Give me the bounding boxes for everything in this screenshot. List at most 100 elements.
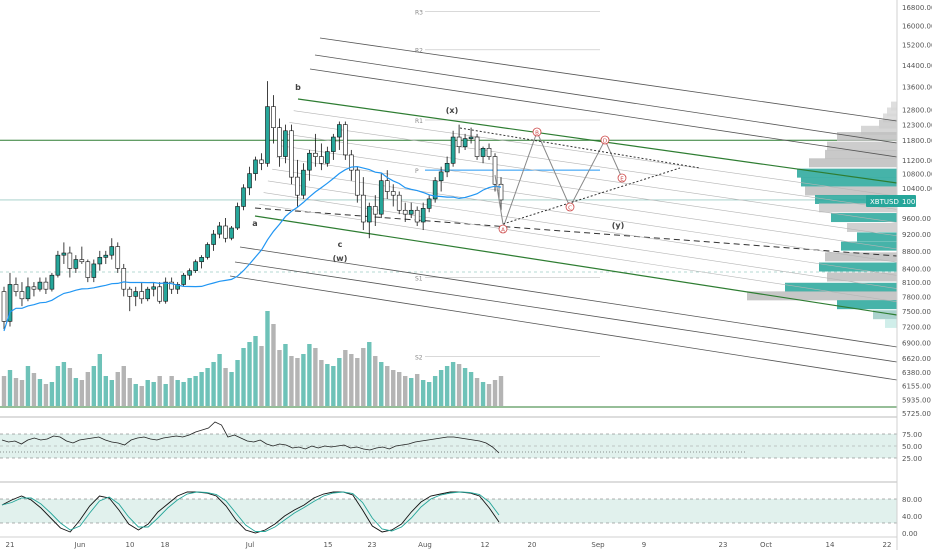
channel-outer bbox=[234, 261, 898, 363]
osc2-tick-label: 0.00 bbox=[902, 530, 918, 538]
price-tick-label: 5725.00 bbox=[902, 410, 931, 418]
volume-bar bbox=[480, 382, 486, 406]
time-tick-label: Jul bbox=[245, 541, 255, 549]
channel-subline bbox=[285, 133, 898, 223]
time-tick-label: 21 bbox=[6, 541, 15, 549]
candle-body bbox=[492, 156, 498, 185]
candle-body bbox=[432, 180, 438, 200]
candle-body bbox=[331, 136, 336, 152]
volume-bar bbox=[349, 354, 354, 406]
candle-body bbox=[211, 233, 216, 245]
candle-body bbox=[360, 194, 366, 223]
volume-bar bbox=[133, 384, 138, 406]
candle-body bbox=[121, 268, 127, 290]
osc1-line bbox=[1, 421, 500, 454]
volume-bar bbox=[211, 362, 216, 406]
candle-body bbox=[67, 252, 73, 269]
candle-body bbox=[456, 136, 462, 147]
volume-bar bbox=[343, 350, 348, 406]
volume-bar bbox=[67, 368, 73, 406]
channel-subline bbox=[280, 145, 898, 237]
channel-lower bbox=[254, 215, 898, 316]
price-tick-label: 5935.00 bbox=[902, 396, 931, 404]
candle-body bbox=[187, 270, 192, 276]
candle-body bbox=[271, 106, 276, 128]
price-tick-label: 8800.00 bbox=[902, 248, 931, 256]
candle-body bbox=[127, 288, 133, 297]
volume-profile-row bbox=[891, 101, 897, 111]
pivot-label: R3 bbox=[415, 10, 423, 17]
volume-bar bbox=[325, 364, 330, 406]
volume-bar bbox=[307, 344, 312, 406]
wave-point-label: D bbox=[603, 139, 607, 145]
price-tick-label: 16800.00 bbox=[902, 4, 932, 12]
candle-body bbox=[444, 162, 450, 173]
pivot-label: R2 bbox=[415, 48, 423, 55]
wave-trendline bbox=[502, 167, 681, 225]
candle-body bbox=[163, 281, 168, 302]
volume-profile-row bbox=[819, 203, 897, 213]
volume-profile-row bbox=[815, 194, 897, 204]
candle-body bbox=[169, 281, 174, 290]
candle-body bbox=[450, 136, 456, 164]
volume-bar bbox=[408, 378, 414, 406]
price-tick-label: 6900.00 bbox=[902, 340, 931, 348]
time-tick-label: 9 bbox=[642, 541, 646, 549]
wave-label: b bbox=[295, 83, 301, 92]
candle-body bbox=[402, 209, 408, 215]
candle-body bbox=[390, 191, 396, 196]
price-tick-label: 6155.00 bbox=[902, 383, 931, 391]
candle-body bbox=[61, 252, 67, 256]
wave-point-marker bbox=[498, 224, 508, 234]
price-axis[interactable]: 16800.00 16000.00 15200.00 14400.00 13600.00… bbox=[896, 0, 932, 550]
time-tick-label: 12 bbox=[481, 541, 490, 549]
volume-bar bbox=[199, 372, 204, 406]
volume-profile-row bbox=[887, 107, 897, 117]
volume-profile-row bbox=[827, 272, 897, 282]
volume-bar bbox=[73, 378, 79, 406]
volume-bar bbox=[420, 380, 426, 406]
time-tick-label: 23 bbox=[719, 541, 728, 549]
price-tick-label: 8400.00 bbox=[902, 265, 931, 273]
price-tick-label: 15200.00 bbox=[902, 42, 932, 50]
wave-projection: A B C D Ea b c (w) (x) (y) bbox=[252, 83, 701, 263]
volume-bar bbox=[1, 376, 7, 406]
volume-profile-row bbox=[861, 125, 897, 135]
candle-body bbox=[217, 225, 222, 235]
candle-body bbox=[366, 206, 372, 223]
volume-profile-row bbox=[785, 282, 897, 292]
time-axis[interactable]: 21 Jun 10 18 Jul 15 23 Aug 12 20 Sep 9 23 Oct 14 22 bbox=[0, 536, 897, 549]
volume-profile-row bbox=[825, 149, 897, 159]
time-tick-label: 22 bbox=[883, 541, 892, 549]
volume-bar bbox=[109, 380, 114, 406]
wave-point-label: B bbox=[535, 131, 539, 137]
price-tick-label: 16000.00 bbox=[902, 22, 932, 30]
volume-profile-row bbox=[809, 158, 897, 168]
candle-body bbox=[79, 259, 85, 263]
volume-profile-row bbox=[837, 300, 897, 310]
volume-bar bbox=[7, 370, 13, 406]
channel-upper bbox=[297, 98, 898, 184]
volume-bar bbox=[432, 376, 438, 406]
time-tick-label: 14 bbox=[826, 541, 835, 549]
candle-body bbox=[307, 152, 312, 171]
moving-average-line bbox=[3, 165, 502, 332]
candle-body bbox=[241, 187, 246, 207]
volume-bar bbox=[391, 370, 396, 406]
pivot-label: S1 bbox=[415, 275, 423, 282]
candle-body bbox=[438, 171, 444, 181]
volume-bar bbox=[498, 376, 504, 406]
volume-profile-row bbox=[827, 141, 897, 151]
wave-point-marker bbox=[532, 127, 542, 137]
volume-bar bbox=[175, 380, 180, 406]
time-tick-label: Aug bbox=[418, 541, 432, 549]
volume-profile-row bbox=[847, 223, 897, 233]
candle-body bbox=[25, 286, 31, 300]
pivot-label: R1 bbox=[415, 118, 423, 125]
time-tick-label: 15 bbox=[324, 541, 333, 549]
channel-outer bbox=[314, 54, 898, 144]
volume-bar bbox=[271, 324, 276, 406]
candle-body bbox=[486, 148, 492, 157]
wave-point-label: E bbox=[620, 177, 624, 183]
